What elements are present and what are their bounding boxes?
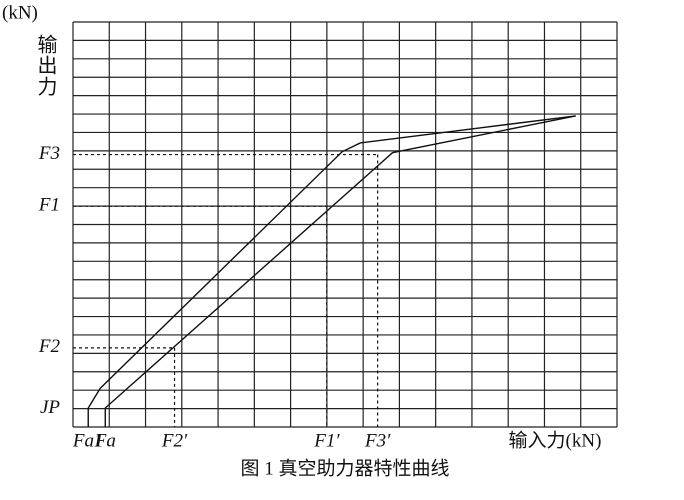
x-tick-label: F2′: [161, 430, 188, 451]
curve: [104, 115, 576, 427]
y-tick-label: F2: [38, 336, 61, 357]
x-tick-label: F1′: [313, 430, 340, 451]
x-tick-label: F3′: [364, 430, 391, 451]
chart-title: 图 1 真空助力器特性曲线: [240, 457, 449, 479]
y-tick-label: F3: [38, 143, 60, 164]
x-axis-label: 输入力(kN): [509, 429, 602, 451]
curve: [87, 115, 576, 427]
y-tick-label: JP: [40, 397, 60, 418]
y-axis-label: 输出力: [34, 34, 57, 97]
x-tick-label: Fa1: [72, 430, 104, 451]
y-tick-label: F1: [38, 194, 60, 215]
x-tick-label: Fa: [94, 430, 116, 451]
y-unit: (kN): [2, 2, 38, 23]
